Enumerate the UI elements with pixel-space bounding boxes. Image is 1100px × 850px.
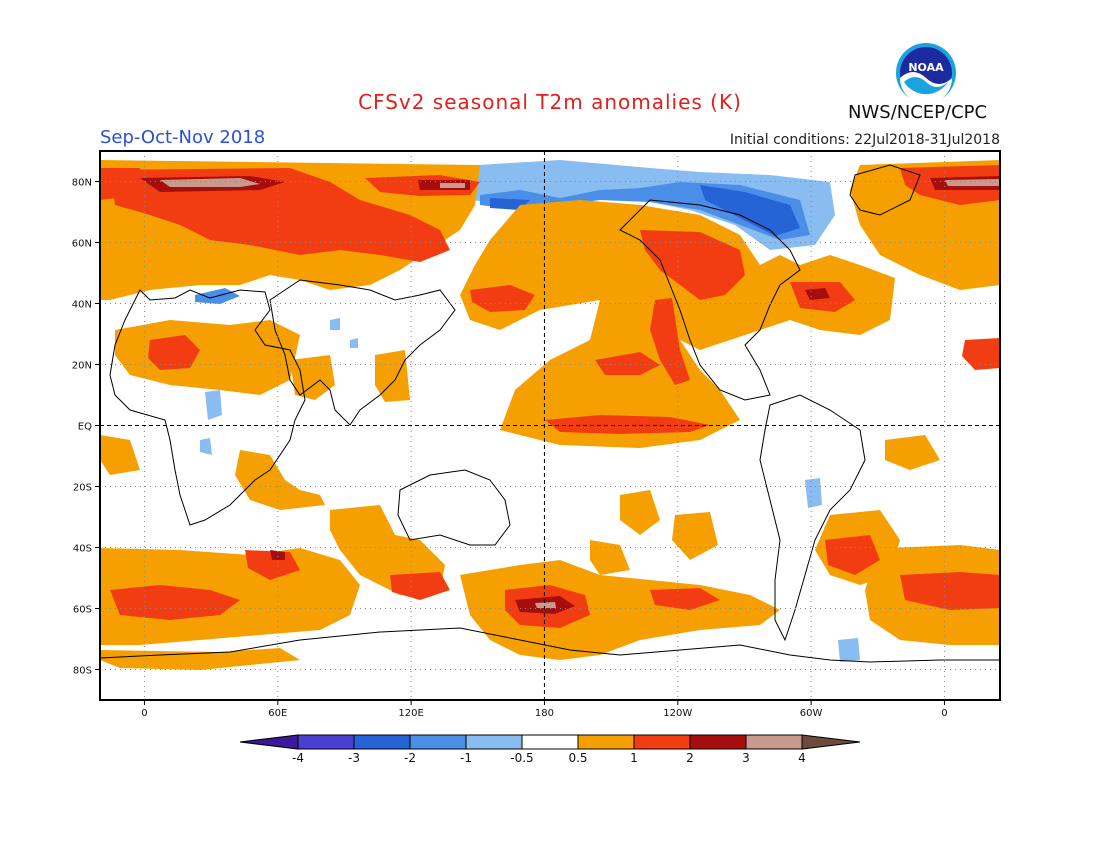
colorbar-label: 3: [742, 751, 750, 765]
arctic-cool-anomaly: [455, 160, 835, 250]
colorbar-segment: [745, 734, 803, 750]
coast-asia: [269, 279, 456, 426]
agency-label: NWS/NCEP/CPC: [848, 102, 988, 123]
latitude-label: 20S: [73, 483, 92, 494]
longitude-label: 120E: [398, 708, 423, 719]
coast-europe-africa: [109, 289, 306, 526]
coast-australia: [397, 469, 511, 546]
africa-cool-spot: [200, 390, 222, 455]
coastlines: [100, 164, 1000, 663]
coast-greenland: [849, 164, 921, 216]
latitude-label: EQ: [78, 422, 92, 433]
siberia-warm-core: [110, 168, 450, 262]
colorbar-segment: [633, 734, 691, 750]
chart-title: CFSv2 seasonal T2m anomalies (K): [358, 90, 742, 114]
latitude-label: 60N: [72, 239, 92, 250]
latitude-label: 40N: [72, 300, 92, 311]
colorbar-label: -0.5: [510, 751, 533, 765]
colorbar-segment: [521, 734, 579, 750]
colorbar-segment: [465, 734, 523, 750]
latitude-label: 20N: [72, 361, 92, 372]
colorbar-label: 2: [686, 751, 694, 765]
longitude-label: 180: [535, 708, 554, 719]
india-warm-anomaly: [290, 350, 410, 402]
colorbar-segment: [353, 734, 411, 750]
colorbar-segment: [689, 734, 747, 750]
arctic-cool-anomaly-deep: [490, 185, 800, 236]
southern-ocean-warm-core-east: [825, 535, 1000, 610]
colorbar-high-arrow: [801, 734, 861, 750]
north-america-warm-core: [640, 230, 745, 300]
antarctic-warm-anomaly: [100, 648, 300, 670]
coast-antarctica: [100, 627, 1000, 663]
season-label: Sep-Oct-Nov 2018: [100, 127, 266, 148]
longitude-label: 60E: [268, 708, 287, 719]
east-asia-warm-core: [470, 285, 535, 312]
southern-ocean-warm-core-pacific: [505, 585, 720, 628]
colorbar-label: 0.5: [568, 751, 587, 765]
latitude-label: 80N: [72, 178, 92, 189]
noaa-logo-text: NOAA: [908, 61, 944, 74]
coast-north-america: [619, 199, 801, 401]
longitude-label: 120W: [663, 708, 692, 719]
greenland-sea-warm-core: [100, 165, 1000, 205]
longitude-label: 60W: [800, 708, 823, 719]
south-indian-warm-anomaly: [330, 505, 445, 595]
colorbar-segment: [297, 734, 355, 750]
longitude-labels: 0 60E 120E 180 120W 60W 0: [141, 700, 948, 719]
colorbar-label: -2: [404, 751, 416, 765]
longitude-label: 0: [141, 708, 147, 719]
southern-ocean-warm-anomaly-pacific: [460, 560, 780, 660]
colorbar-label: 4: [798, 751, 806, 765]
equatorial-pacific-warm-core: [545, 415, 710, 434]
southern-africa-warm-anomaly: [235, 450, 325, 510]
noaa-logo: NOAA: [896, 43, 956, 104]
coast-south-america: [759, 394, 866, 642]
colorbar-label: -4: [292, 751, 304, 765]
southern-ocean-warm-anomaly-west: [100, 548, 360, 645]
colorbar-label: 1: [630, 751, 638, 765]
colorbar: -4 -3 -2 -1 -0.5 0.5 1 2 3 4: [239, 734, 861, 765]
pacific-warm-streak: [595, 352, 660, 375]
south-america-cool-spot: [805, 478, 860, 662]
latitude-label: 80S: [73, 666, 92, 677]
colorbar-low-arrow: [239, 734, 299, 750]
siberia-extreme-warm: [140, 176, 1000, 192]
initial-conditions-label: Initial conditions: 22Jul2018-31Jul2018: [729, 132, 1000, 148]
colorbar-label: -1: [460, 751, 472, 765]
north-pacific-warm-streak: [650, 298, 690, 385]
latitude-label: 40S: [73, 544, 92, 555]
anomaly-fields: [100, 160, 1000, 670]
colorbar-segment: [577, 734, 635, 750]
north-africa-warm-anomaly: [115, 320, 300, 395]
southern-ocean-warm-core-west: [110, 550, 450, 620]
gridlines: [100, 151, 1000, 700]
latitude-label: 60S: [73, 605, 92, 616]
colorbar-label: -3: [348, 751, 360, 765]
tropical-atlantic-warm-anomaly: [100, 435, 940, 475]
indian-cool-spots: [330, 318, 358, 348]
latitude-labels: 80N 60N 40N 20N EQ 20S 40S 60S 80S: [72, 178, 100, 677]
longitude-label: 0: [941, 708, 947, 719]
colorbar-segment: [409, 734, 467, 750]
south-pacific-warm-anomaly: [590, 490, 718, 575]
